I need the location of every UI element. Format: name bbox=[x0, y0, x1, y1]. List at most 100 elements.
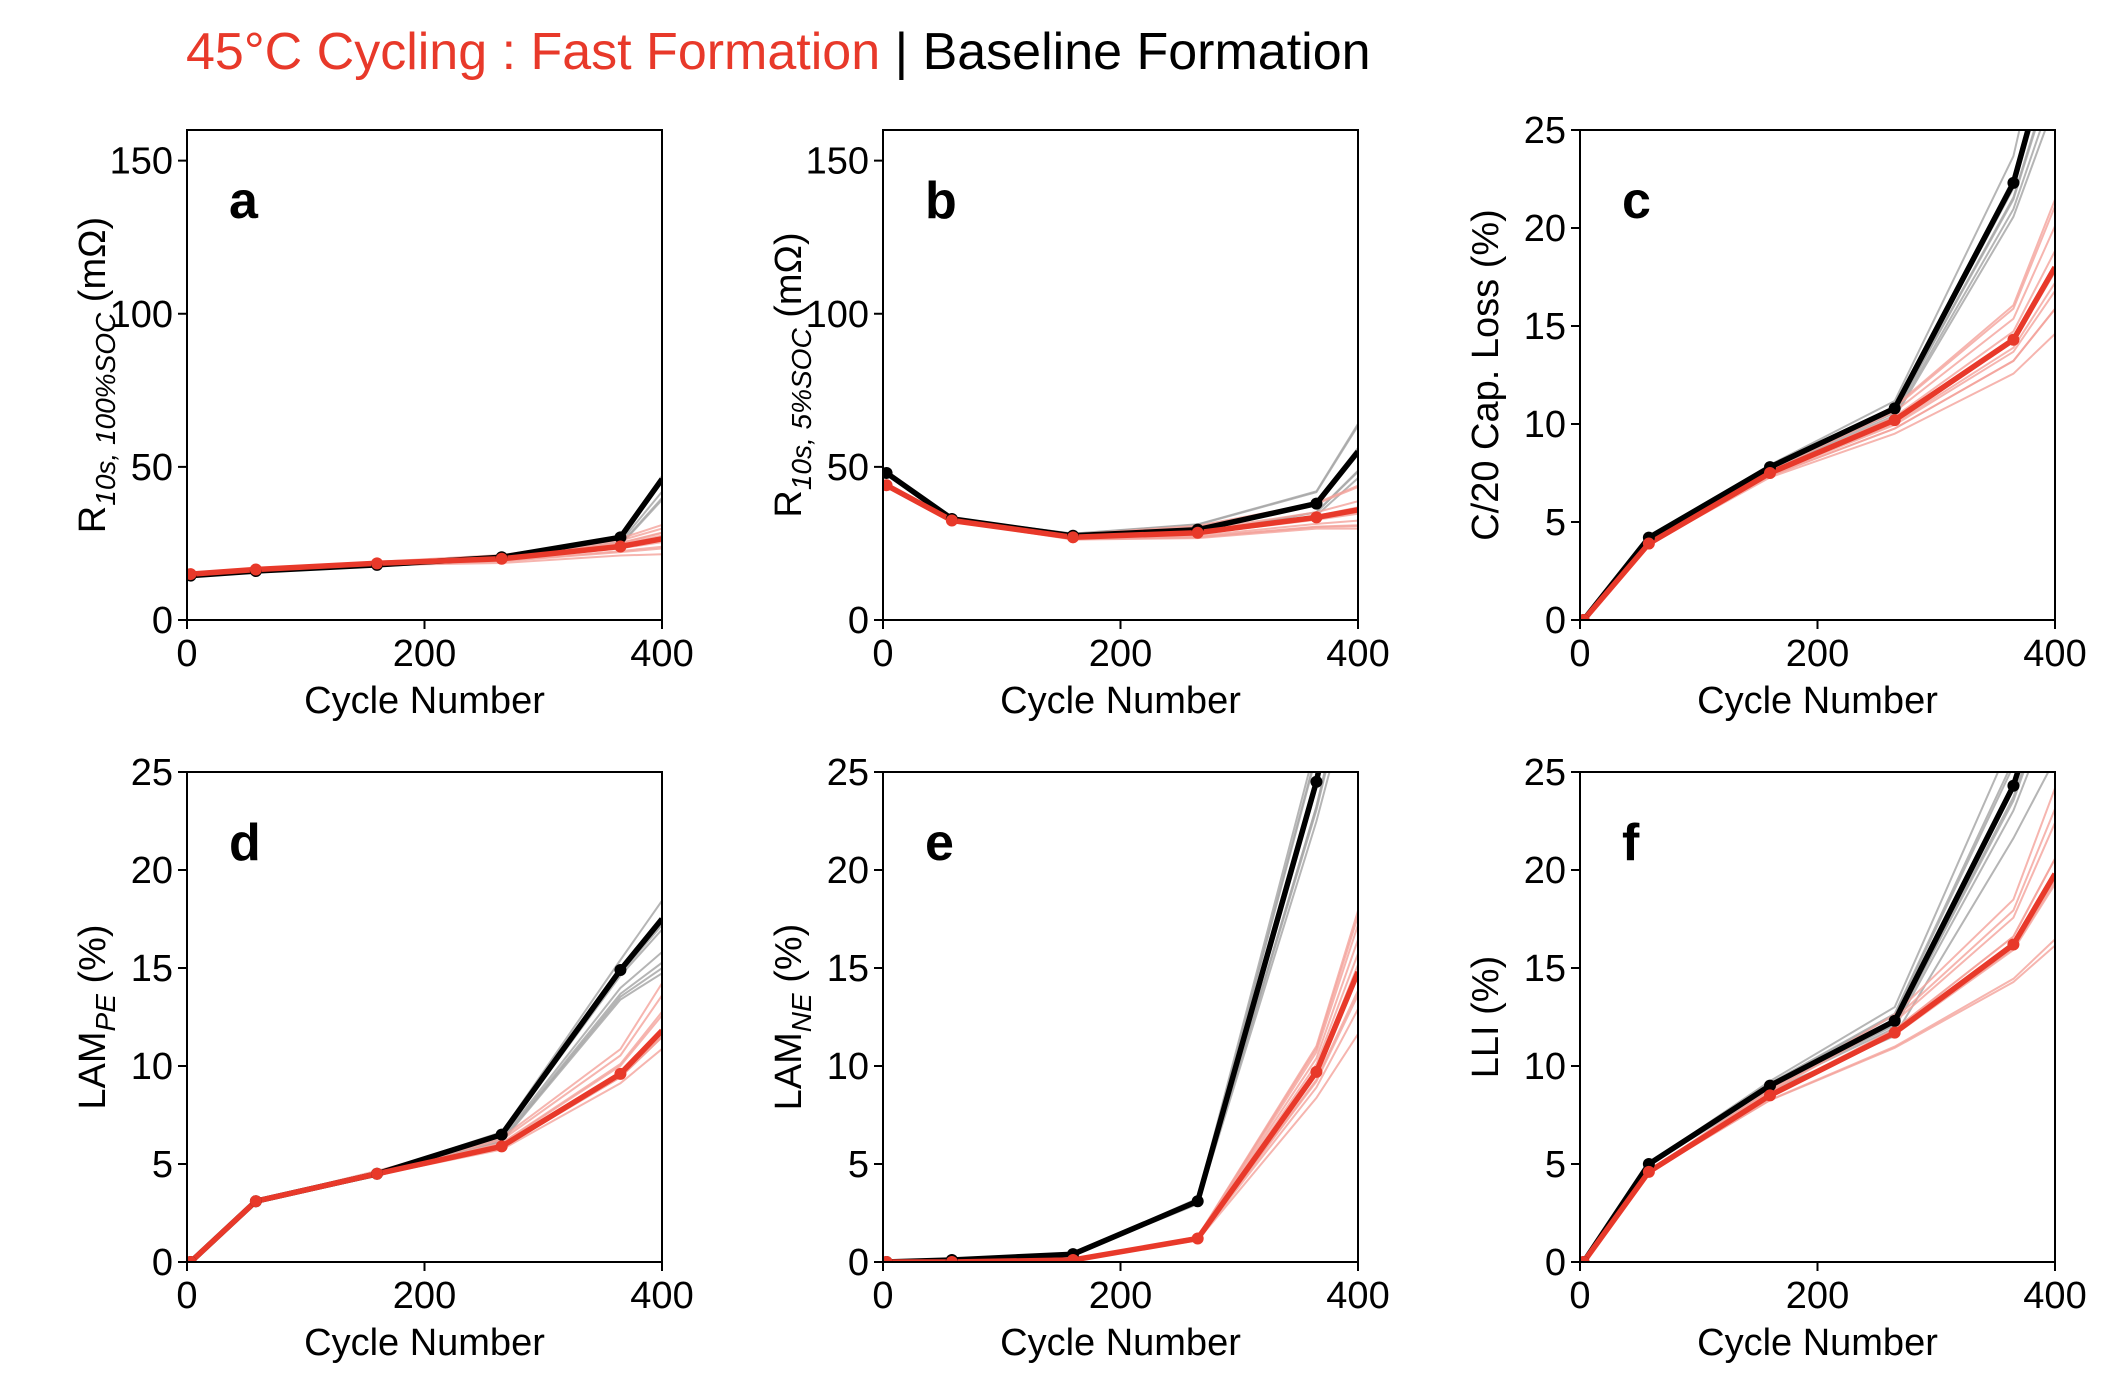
baseline-replicate-line bbox=[1582, 772, 2025, 1262]
fast-point bbox=[1642, 537, 1655, 550]
x-tick-label: 0 bbox=[176, 633, 197, 675]
y-tick-label: 0 bbox=[848, 1242, 869, 1284]
y-axis-label-main: R bbox=[72, 506, 114, 533]
fast-point bbox=[1191, 1232, 1204, 1245]
fast-point bbox=[2007, 333, 2020, 346]
y-axis-label: C/20 Cap. Loss (%) bbox=[1465, 209, 1507, 541]
x-tick-label: 0 bbox=[1569, 1275, 1590, 1317]
fast-series-line bbox=[190, 536, 662, 577]
y-tick-label: 25 bbox=[827, 752, 869, 794]
fast-point bbox=[187, 568, 197, 581]
y-axis-label-main: C/20 Cap. Loss (%) bbox=[1465, 209, 1507, 541]
y-tick-label: 0 bbox=[1545, 1242, 1566, 1284]
baseline-point bbox=[1764, 1079, 1776, 1092]
x-axis-label: Cycle Number bbox=[304, 1322, 545, 1364]
y-axis-label-main: R bbox=[768, 490, 810, 517]
x-tick-label: 0 bbox=[176, 1275, 197, 1317]
baseline-replicate-line bbox=[886, 772, 1326, 1262]
baseline-point bbox=[614, 531, 627, 544]
fast-replicate-line bbox=[1582, 199, 2055, 620]
fast-replicate-line bbox=[1582, 205, 2055, 620]
fast-point bbox=[371, 1167, 383, 1180]
baseline-point bbox=[2007, 779, 2020, 792]
plot-area bbox=[1580, 130, 2055, 620]
fast-point bbox=[883, 479, 893, 492]
panel-c: 0 200 400 0 5 10 15 20 25 Cycle Number C/20 Cap. L… bbox=[1465, 110, 2087, 722]
baseline-replicate-line bbox=[189, 900, 662, 1262]
fast-replicate-line bbox=[1582, 944, 2055, 1262]
fast-replicate-line bbox=[886, 953, 1358, 1262]
baseline-replicate-line bbox=[886, 772, 1331, 1262]
title-separator: | bbox=[894, 23, 909, 81]
x-axis-label: Cycle Number bbox=[1697, 680, 1938, 722]
x-axis-label: Cycle Number bbox=[1697, 1322, 1938, 1364]
fast-replicate-line bbox=[189, 1011, 662, 1262]
fast-point bbox=[1310, 511, 1323, 524]
x-tick-label: 400 bbox=[1326, 1275, 1389, 1317]
baseline-point bbox=[883, 467, 893, 479]
panel-label-a: a bbox=[229, 172, 259, 230]
y-tick-label: 5 bbox=[152, 1144, 173, 1186]
y-axis-label-main: LLI (%) bbox=[1465, 956, 1507, 1078]
y-axis-label-main: LAM bbox=[72, 1031, 114, 1109]
fast-replicate-line bbox=[1582, 308, 2055, 620]
plot-area bbox=[1580, 772, 2055, 1262]
baseline-point bbox=[495, 1128, 508, 1141]
fast-point bbox=[1067, 531, 1079, 544]
fast-series-line bbox=[886, 970, 1358, 1262]
baseline-replicate-line bbox=[189, 951, 662, 1262]
y-tick-label: 0 bbox=[1545, 600, 1566, 642]
baseline-point bbox=[1310, 775, 1323, 788]
panel-a: 0 200 400 0 50 100 150 Cycle Number R10s, 100%SO… bbox=[72, 129, 694, 722]
baseline-point bbox=[2007, 176, 2020, 189]
baseline-point bbox=[614, 963, 627, 976]
fast-point bbox=[495, 552, 508, 565]
fast-replicate-line bbox=[886, 939, 1358, 1262]
y-tick-label: 0 bbox=[152, 600, 173, 642]
x-tick-label: 400 bbox=[630, 1275, 693, 1317]
y-tick-label: 50 bbox=[827, 447, 869, 489]
plot-area bbox=[187, 900, 662, 1262]
x-tick-label: 200 bbox=[1786, 633, 1849, 675]
y-axis-label: LAMNE (%) bbox=[768, 924, 817, 1111]
panel-b: 0 200 400 0 50 100 150 Cycle Number R10s, 5%SOC … bbox=[768, 129, 1390, 722]
y-tick-label: 20 bbox=[1524, 850, 1566, 892]
y-tick-label: 150 bbox=[110, 141, 173, 183]
baseline-replicate-line bbox=[886, 472, 1358, 539]
fast-replicate-line bbox=[1582, 787, 2055, 1262]
title-baseline-formation: Baseline Formation bbox=[922, 23, 1371, 81]
baseline-replicate-line bbox=[1582, 772, 2030, 1262]
fast-replicate-line bbox=[1582, 225, 2055, 620]
x-tick-label: 0 bbox=[872, 1275, 893, 1317]
fast-point bbox=[614, 540, 627, 553]
fast-series-line bbox=[188, 1028, 662, 1262]
panel-e: 0 200 400 0 5 10 15 20 25 Cycle Number LAMNE (%) e bbox=[768, 752, 1390, 1364]
y-tick-label: 0 bbox=[848, 600, 869, 642]
fast-replicate-line bbox=[886, 915, 1358, 1262]
fast-point bbox=[614, 1067, 627, 1080]
y-tick-label: 0 bbox=[152, 1242, 173, 1284]
x-tick-label: 400 bbox=[2023, 1275, 2086, 1317]
fast-point bbox=[495, 1140, 508, 1153]
x-tick-label: 400 bbox=[2023, 633, 2086, 675]
fast-point bbox=[1764, 467, 1776, 479]
figure-title: 45°C Cycling : Fast Formation | Baseline… bbox=[186, 22, 1371, 82]
y-axis-label-subscript: 10s, 100%SOC bbox=[90, 312, 121, 506]
fast-replicate-line bbox=[189, 1014, 662, 1262]
panel-f: 0 200 400 0 5 10 15 20 25 Cycle Number LLI (%) f bbox=[1465, 752, 2087, 1364]
fast-series-line bbox=[1581, 872, 2055, 1262]
x-tick-label: 0 bbox=[872, 633, 893, 675]
y-tick-label: 15 bbox=[827, 948, 869, 990]
y-tick-label: 10 bbox=[1524, 404, 1566, 446]
y-axis-label-unit: (%) bbox=[72, 924, 114, 994]
panel-label-b: b bbox=[925, 172, 957, 230]
baseline-replicate-line bbox=[189, 928, 662, 1262]
y-tick-label: 20 bbox=[131, 850, 173, 892]
x-tick-label: 200 bbox=[393, 633, 456, 675]
y-tick-label: 10 bbox=[131, 1046, 173, 1088]
plot-area bbox=[187, 475, 662, 582]
title-fast-formation: 45°C Cycling : Fast Formation bbox=[186, 23, 881, 81]
plot-area bbox=[883, 423, 1358, 544]
baseline-point bbox=[1888, 402, 1901, 415]
